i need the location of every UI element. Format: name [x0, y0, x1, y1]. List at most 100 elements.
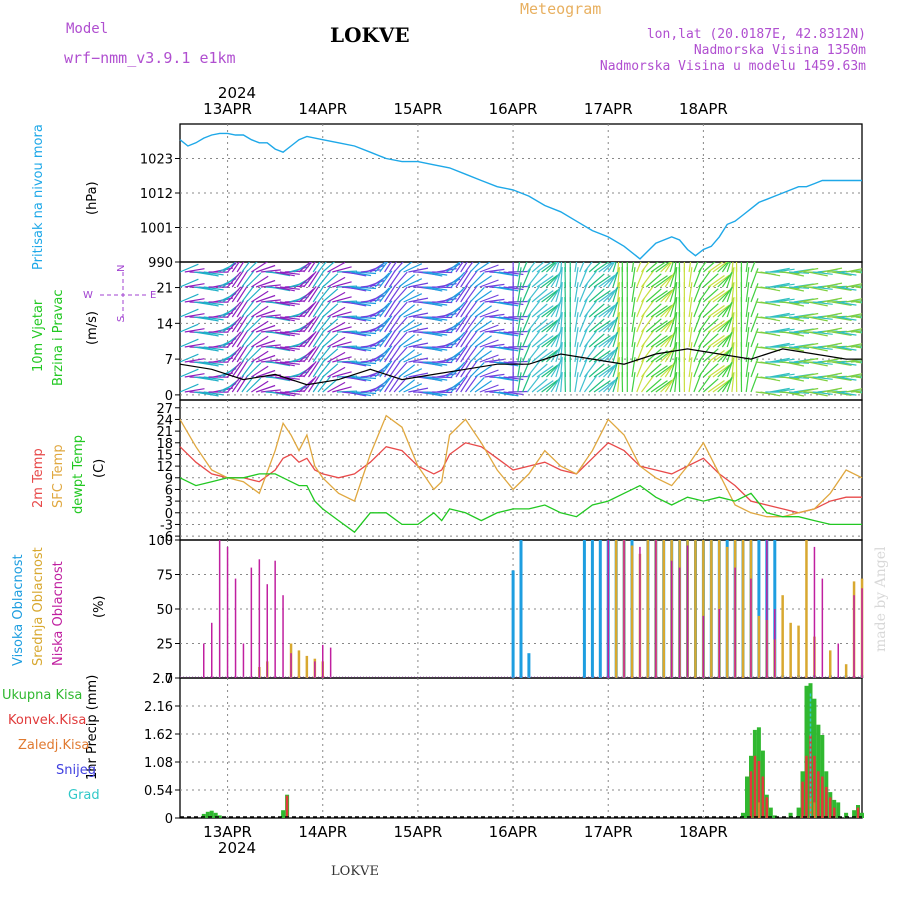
wind-arrow	[645, 273, 662, 288]
wind-arrow	[669, 262, 674, 273]
wind-arrow	[351, 346, 372, 352]
wind-arrow	[750, 328, 759, 348]
wind-arrow	[721, 262, 730, 273]
wind-arrow	[536, 320, 554, 333]
wind-arrow	[645, 303, 662, 318]
wind-arrow	[517, 267, 522, 288]
wind-arrow	[812, 376, 833, 380]
wind-arrow	[246, 347, 262, 363]
wind-arrow	[536, 365, 554, 378]
wind-arrow	[403, 323, 423, 333]
wind-arrow	[393, 271, 408, 288]
wind-arrow	[812, 331, 833, 335]
wind-arrow	[398, 334, 416, 348]
wind-arrow	[703, 348, 719, 363]
wind-arrow	[850, 315, 862, 318]
wind-arrow	[279, 286, 300, 290]
wind-arrow	[769, 312, 790, 318]
cloud-bar-niska	[607, 540, 609, 678]
wind-arrow	[327, 306, 346, 318]
wind-arrow	[560, 342, 563, 363]
wind-arrow	[522, 373, 531, 393]
wind-arrow	[579, 328, 588, 348]
wind-arrow	[484, 373, 505, 378]
wind-arrow	[769, 387, 790, 393]
wind-arrow	[388, 330, 402, 348]
wind-arrow	[850, 390, 862, 393]
wind-arrow	[579, 373, 588, 393]
wind-arrow	[574, 312, 579, 333]
wind-arrow	[388, 285, 402, 303]
wind-arrow	[251, 365, 269, 378]
wind-arrow	[583, 300, 597, 318]
wind-arrow	[536, 335, 554, 348]
cloud-bar-niska	[282, 595, 284, 678]
wind-arrow	[641, 360, 654, 378]
precip-bar-konvek	[817, 771, 820, 818]
wind-arrow	[198, 286, 219, 292]
wind-arrow	[831, 346, 852, 351]
wind-arrow	[788, 346, 810, 349]
wind-arrow	[184, 298, 205, 303]
wind-arrow	[860, 376, 862, 378]
wind-arrow	[312, 262, 321, 273]
wind-arrow	[631, 262, 635, 273]
wind-arrow	[241, 345, 255, 363]
wind-arrow	[598, 304, 616, 318]
wind-arrow	[750, 262, 756, 273]
wind-arrow	[465, 300, 478, 318]
wind-arrow	[322, 273, 339, 288]
wind-arrow	[655, 379, 673, 393]
wind-arrow	[374, 332, 390, 348]
wind-arrow	[303, 286, 317, 303]
wind-arrow	[517, 372, 522, 393]
wind-arrow	[836, 376, 857, 381]
y-tick-label: 7	[165, 353, 173, 368]
wind-arrow	[427, 316, 448, 321]
wind-arrow	[588, 288, 605, 303]
wind-arrow	[427, 376, 448, 381]
wind-arrow	[275, 301, 295, 307]
wind-arrow	[760, 361, 781, 367]
wind-arrow	[688, 267, 693, 288]
wind-arrow	[455, 360, 468, 378]
wind-arrow	[307, 329, 321, 348]
wind-arrow	[807, 391, 828, 397]
wind-arrow	[374, 362, 390, 378]
tsfc-line	[179, 414, 863, 518]
wind-arrow	[260, 299, 281, 303]
wind-arrow	[774, 283, 795, 288]
precip-bar-ukupna kisa	[788, 812, 793, 818]
wind-arrow	[555, 262, 560, 273]
precip-bar-konvek	[765, 797, 769, 818]
wind-arrow	[450, 262, 462, 273]
wind-arrow	[270, 391, 291, 397]
wind-arrow	[255, 309, 276, 318]
wind-arrow	[807, 301, 828, 307]
wind-arrow	[693, 343, 702, 363]
wind-arrow	[798, 312, 819, 318]
wind-arrow	[322, 378, 339, 393]
wind-arrow	[422, 301, 443, 307]
precip-bar-zaledj	[809, 797, 812, 818]
precip-bar-konvek	[761, 776, 765, 818]
wind-arrow	[403, 368, 423, 378]
wind-arrow	[303, 316, 317, 333]
wind-arrow	[707, 290, 725, 303]
wind-arrow	[655, 364, 673, 378]
wind-arrow	[574, 282, 579, 303]
cloud-bar-srednja	[781, 595, 784, 678]
wind-arrow	[745, 327, 750, 348]
wind-arrow	[184, 388, 205, 393]
y-tick-label: 27	[156, 402, 173, 417]
product-name: Meteogram	[520, 0, 601, 18]
wind-arrow	[531, 333, 548, 348]
cloud-bar-niska	[702, 615, 705, 678]
wind-arrow	[798, 327, 819, 333]
wind-arrow	[203, 331, 224, 336]
wind-arrow	[422, 316, 443, 322]
wind-arrow	[351, 271, 372, 277]
wind-arrow	[198, 391, 219, 397]
wind-arrow	[231, 285, 245, 303]
precip-bar-ukupna kisa	[796, 807, 801, 818]
